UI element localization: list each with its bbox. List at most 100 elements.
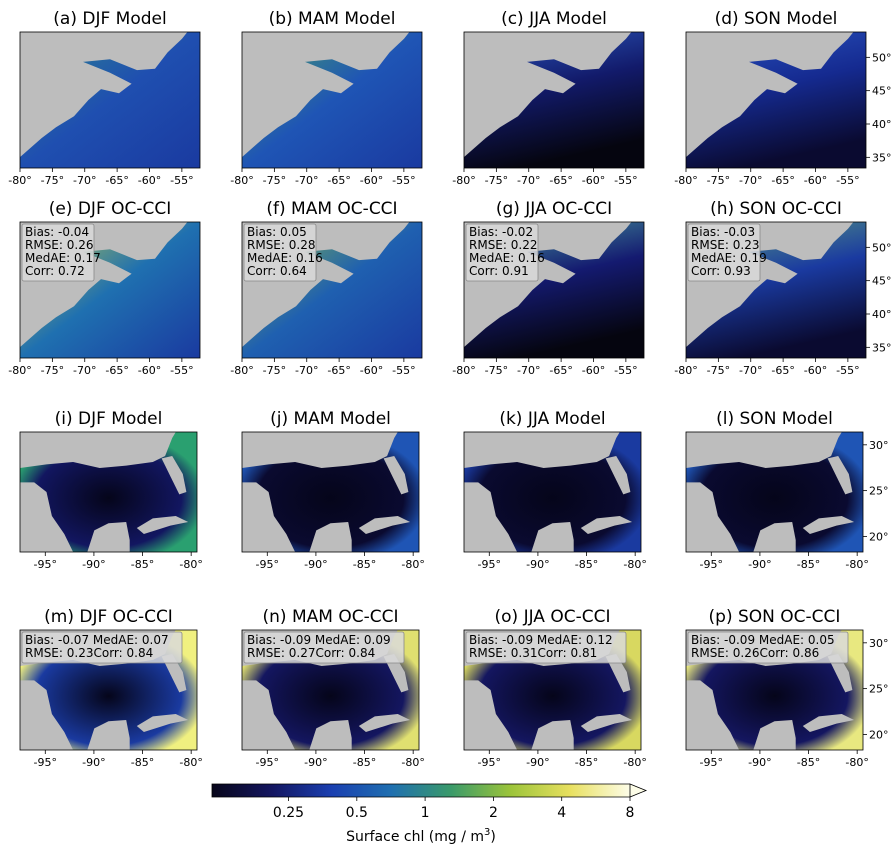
x-tick-label: -70° (73, 174, 96, 187)
land (802, 516, 855, 534)
axes-frame (241, 629, 420, 751)
stats-text: MedAE: 0.19 (691, 251, 767, 265)
x-tick-label: -70° (517, 364, 540, 377)
x-tick-label: -65° (327, 364, 350, 377)
panel-title: (i) DJF Model (55, 409, 163, 429)
x-tick-label: -60° (138, 174, 161, 187)
y-tick-label: 30° (869, 439, 889, 452)
colorbar-label: Surface chl (mg / m3) (346, 827, 496, 845)
x-tick-label: -95° (700, 558, 723, 571)
panel-title: (f) MAM OC-CCI (266, 199, 397, 219)
map-panel: (d) SON Model -80° -75° -70° -65° -60° -55° 35°… (674, 9, 891, 187)
stats-text: Bias: -0.09 MedAE: 0.09 (247, 633, 391, 647)
land (580, 714, 633, 732)
land (605, 456, 631, 495)
y-tick-label: 40° (872, 118, 892, 131)
axes-frame (685, 431, 864, 553)
ocean (464, 222, 644, 358)
x-tick-label: -85° (797, 558, 820, 571)
x-tick-label: -65° (327, 174, 350, 187)
stats-text: Bias: -0.07 MedAE: 0.07 (25, 633, 169, 647)
x-tick-label: -80° (623, 756, 646, 769)
x-tick-label: -75° (263, 174, 286, 187)
y-tick-label: 25° (869, 683, 889, 696)
map-panel: (i) DJF Model -95° -90° -85° -80° (19, 409, 203, 571)
stats-text: MedAE: 0.17 (25, 251, 101, 265)
x-tick-label: -85° (353, 756, 376, 769)
panel-title: (n) MAM OC-CCI (263, 607, 399, 627)
ocean (20, 32, 200, 168)
x-tick-label: -60° (582, 174, 605, 187)
map-panel: (o) JJA OC-CCI -95° -90° -85° -80° Bias: -0.0… (463, 607, 647, 769)
x-tick-label: -75° (707, 364, 730, 377)
land (753, 522, 796, 552)
x-tick-label: -75° (263, 364, 286, 377)
panel-title: (g) JJA OC-CCI (496, 199, 612, 219)
x-tick-label: -95° (478, 756, 501, 769)
x-tick-label: -55° (836, 364, 859, 377)
x-tick-label: -55° (170, 174, 193, 187)
stats-text: RMSE: 0.23 (691, 238, 759, 252)
stats-text: Corr: 0.72 (25, 264, 85, 278)
land (161, 456, 187, 495)
x-tick-label: -75° (41, 364, 64, 377)
x-tick-label: -55° (392, 174, 415, 187)
land (136, 714, 189, 732)
land (309, 720, 352, 750)
map-panel: (f) MAM OC-CCI -80° -75° -70° -65° -60° -55° Bi… (230, 199, 423, 377)
stats-text: Bias: -0.02 (469, 225, 533, 239)
x-tick-label: -65° (549, 174, 572, 187)
axes-frame (241, 431, 420, 553)
x-tick-label: -70° (73, 364, 96, 377)
stats-text: Corr: 0.64 (247, 264, 307, 278)
panel-title: (a) DJF Model (53, 9, 166, 29)
stats-text: RMSE: 0.22 (469, 238, 537, 252)
map-panel: (e) DJF OC-CCI -80° -75° -70° -65° -60° -55° Bi… (8, 199, 201, 377)
x-tick-label: -80° (8, 364, 31, 377)
axes-frame (19, 431, 198, 553)
x-tick-label: -80° (452, 364, 475, 377)
x-tick-label: -85° (131, 558, 154, 571)
x-tick-label: -70° (295, 364, 318, 377)
map-panel: (k) JJA Model -95° -90° -85° -80° (463, 409, 647, 571)
stats-text: RMSE: 0.28 (247, 238, 315, 252)
x-tick-label: -55° (392, 364, 415, 377)
stats-box (465, 223, 539, 282)
x-tick-label: -80° (452, 174, 475, 187)
ocean (686, 222, 866, 358)
x-tick-label: -60° (582, 364, 605, 377)
stats-box (687, 223, 761, 282)
y-tick-label: 20° (869, 728, 889, 741)
colorbar-tick-label: 8 (626, 805, 635, 821)
axes-frame (463, 629, 642, 751)
x-tick-label: -90° (526, 558, 549, 571)
map-panel: (g) JJA OC-CCI -80° -75° -70° -65° -60° -55° Bi… (452, 199, 645, 377)
x-tick-label: -70° (739, 364, 762, 377)
x-tick-label: -80° (845, 756, 868, 769)
panel-title: (l) SON Model (716, 409, 833, 429)
colorbar-tick-label: 2 (489, 805, 498, 821)
ocean (20, 222, 200, 358)
axes-frame (19, 629, 198, 751)
x-tick-label: -85° (575, 756, 598, 769)
panel-title: (p) SON OC-CCI (709, 607, 841, 627)
colorbar-tick-label: 1 (421, 805, 430, 821)
panel-title: (e) DJF OC-CCI (49, 199, 172, 219)
x-tick-label: -95° (256, 756, 279, 769)
stats-box (465, 631, 627, 664)
stats-text: RMSE: 0.23Corr: 0.84 (25, 646, 153, 660)
stats-text: Bias: -0.04 (25, 225, 89, 239)
axes-frame (463, 431, 642, 553)
x-tick-label: -95° (256, 558, 279, 571)
map-panel: (h) SON OC-CCI -80° -75° -70° -65° -60° -55° 35… (674, 199, 891, 377)
panel-title: (m) DJF OC-CCI (44, 607, 173, 627)
stats-text: RMSE: 0.26Corr: 0.86 (691, 646, 819, 660)
x-tick-label: -80° (179, 756, 202, 769)
axes-frame (241, 221, 423, 359)
x-tick-label: -55° (614, 364, 637, 377)
map-panel: (n) MAM OC-CCI -95° -90° -85° -80° Bias: -0.0… (241, 607, 425, 769)
panel-title: (h) SON OC-CCI (710, 199, 842, 219)
land (87, 720, 130, 750)
y-tick-label: 25° (869, 485, 889, 498)
